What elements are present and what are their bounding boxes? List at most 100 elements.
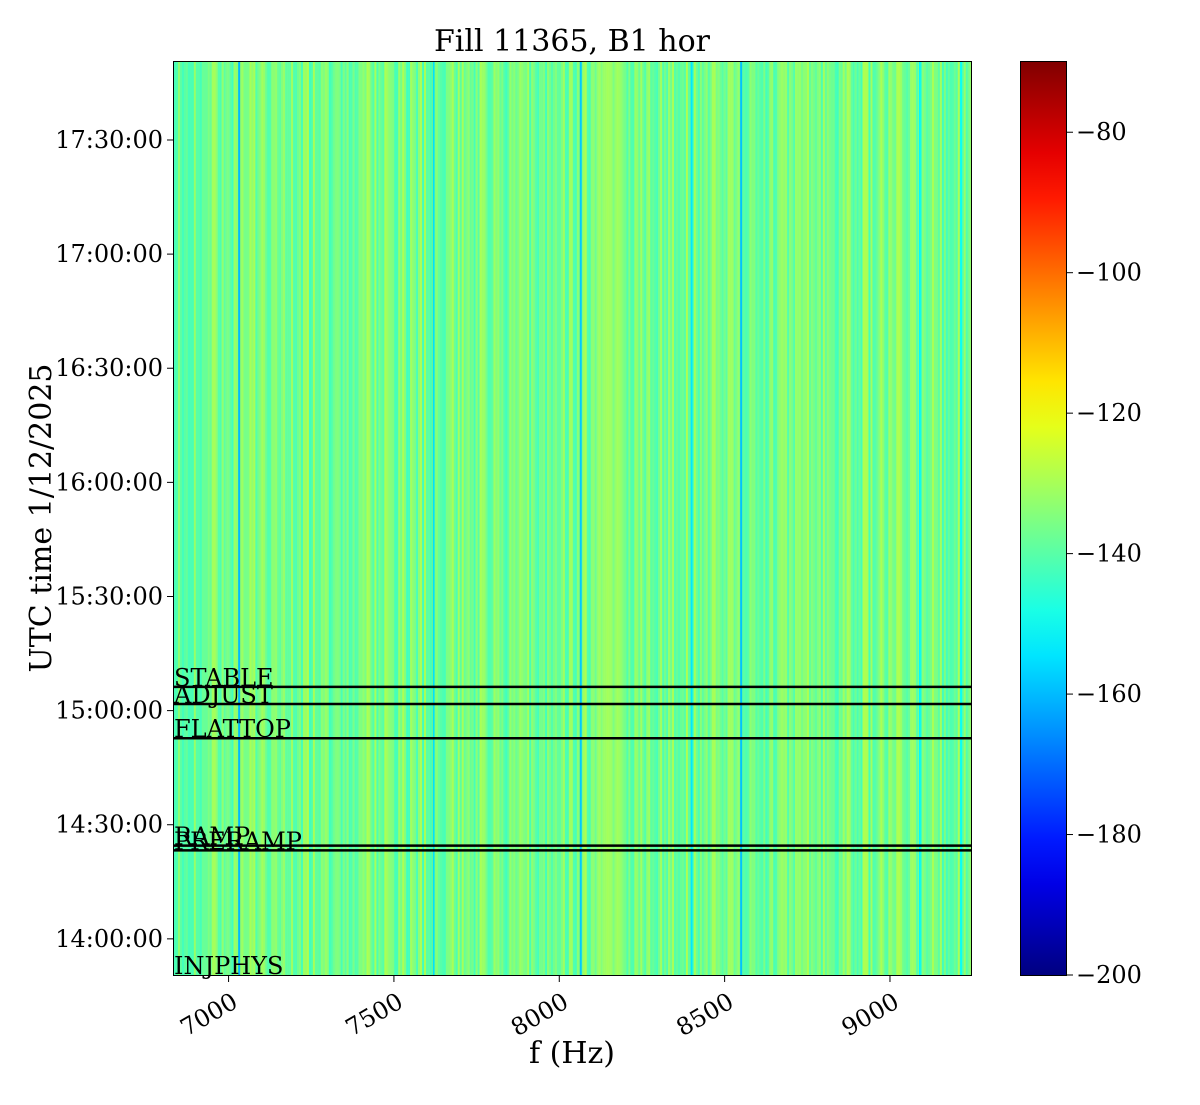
heatmap-column xyxy=(174,62,177,975)
heatmap-column xyxy=(277,62,280,975)
heatmap-column xyxy=(793,62,796,975)
heatmap-column xyxy=(636,62,639,975)
heatmap-column xyxy=(709,62,713,975)
heatmap-column xyxy=(727,62,730,975)
plot-frame xyxy=(173,61,972,976)
heatmap-column xyxy=(179,62,183,975)
heatmap-column xyxy=(836,62,840,975)
heatmap-column xyxy=(560,62,564,975)
heatmap-column xyxy=(691,62,695,975)
spectral-line xyxy=(432,62,435,975)
heatmap-column xyxy=(864,62,867,975)
heatmap-column xyxy=(199,62,203,975)
heatmap-column xyxy=(610,62,613,975)
heatmap-column xyxy=(497,62,500,975)
event-label: ADJUST xyxy=(173,681,273,709)
heatmap-column xyxy=(217,62,220,975)
heatmap-column xyxy=(433,62,437,975)
heatmap-column xyxy=(791,62,794,975)
heatmap-column xyxy=(761,62,764,975)
heatmap-column xyxy=(656,62,659,975)
heatmap-column xyxy=(521,62,524,975)
spectral-line xyxy=(960,62,963,975)
heatmap-column xyxy=(289,62,292,975)
y-tick-label: 16:00:00 xyxy=(55,468,163,496)
heatmap-column xyxy=(664,62,667,975)
heatmap-column xyxy=(662,62,665,975)
heatmap-column xyxy=(378,62,381,975)
heatmap-column xyxy=(699,62,703,975)
heatmap-column xyxy=(866,62,869,975)
heatmap-column xyxy=(779,62,782,975)
heatmap-column xyxy=(737,62,740,975)
heatmap-column xyxy=(701,62,705,975)
heatmap-column xyxy=(239,62,242,975)
heatmap-column xyxy=(279,62,282,975)
colorbar-tick-label: −160 xyxy=(1076,680,1142,708)
heatmap-column xyxy=(225,62,228,975)
heatmap-column xyxy=(803,62,806,975)
heatmap-column xyxy=(676,62,679,975)
heatmap-column xyxy=(644,62,647,975)
heatmap-column xyxy=(890,62,893,975)
y-tick-label: 17:30:00 xyxy=(55,126,163,154)
heatmap-column xyxy=(783,62,786,975)
heatmap-column xyxy=(372,62,375,975)
y-tick-label: 16:30:00 xyxy=(55,354,163,382)
heatmap-column xyxy=(951,62,955,975)
heatmap-column xyxy=(872,62,875,975)
colorbar: −80 −100 −120 −140 −160 −180 −200 xyxy=(1020,61,1142,989)
heatmap-column xyxy=(491,62,494,975)
heatmap-column xyxy=(648,62,651,975)
heatmap-column xyxy=(594,62,597,975)
heatmap-column xyxy=(894,62,897,975)
heatmap-column xyxy=(203,62,207,975)
heatmap-column xyxy=(427,62,431,975)
heatmap-column xyxy=(543,62,546,975)
y-tick-label: 14:30:00 xyxy=(55,811,163,839)
x-axis: 7000 7500 8000 8500 9000 xyxy=(175,975,904,1042)
heatmap-column xyxy=(283,62,286,975)
heatmap-column xyxy=(537,62,540,975)
heatmap-column xyxy=(501,62,504,975)
heatmap-column xyxy=(209,62,213,975)
heatmap-column xyxy=(193,62,197,975)
heatmap-column xyxy=(856,62,859,975)
heatmap-column xyxy=(668,62,671,975)
heatmap-column xyxy=(719,62,722,975)
heatmap-column xyxy=(382,62,385,975)
heatmap-column xyxy=(898,62,901,975)
heatmap-column xyxy=(324,62,328,975)
heatmap-column xyxy=(531,62,534,975)
heatmap-column xyxy=(310,62,314,975)
heatmap-column xyxy=(499,62,502,975)
heatmap-column xyxy=(364,62,367,975)
heatmap-column xyxy=(297,62,300,975)
heatmap-column xyxy=(350,62,353,975)
heatmap-column xyxy=(957,62,961,975)
heatmap-column xyxy=(362,62,365,975)
heatmap-column xyxy=(632,62,635,975)
heatmap-column xyxy=(261,62,264,975)
heatmap-column xyxy=(717,62,720,975)
heatmap-column xyxy=(380,62,383,975)
heatmap-column xyxy=(586,62,590,975)
heatmap-column xyxy=(868,62,871,975)
heatmap-column xyxy=(475,62,478,975)
x-tick-label: 7000 xyxy=(175,987,242,1042)
heatmap-column xyxy=(443,62,447,975)
heatmap-column xyxy=(386,62,389,975)
heatmap-column xyxy=(646,62,649,975)
heatmap-column xyxy=(937,62,941,975)
x-tick-label: 7500 xyxy=(341,987,408,1042)
heatmap-column xyxy=(558,62,562,975)
heatmap-column xyxy=(459,62,463,975)
heatmap-column xyxy=(953,62,957,975)
heatmap-column xyxy=(670,62,673,975)
heatmap-column xyxy=(519,62,522,975)
heatmap-column xyxy=(935,62,939,975)
spectral-line xyxy=(740,62,743,975)
heatmap-column xyxy=(326,62,330,975)
colorbar-gradient xyxy=(1020,61,1067,976)
